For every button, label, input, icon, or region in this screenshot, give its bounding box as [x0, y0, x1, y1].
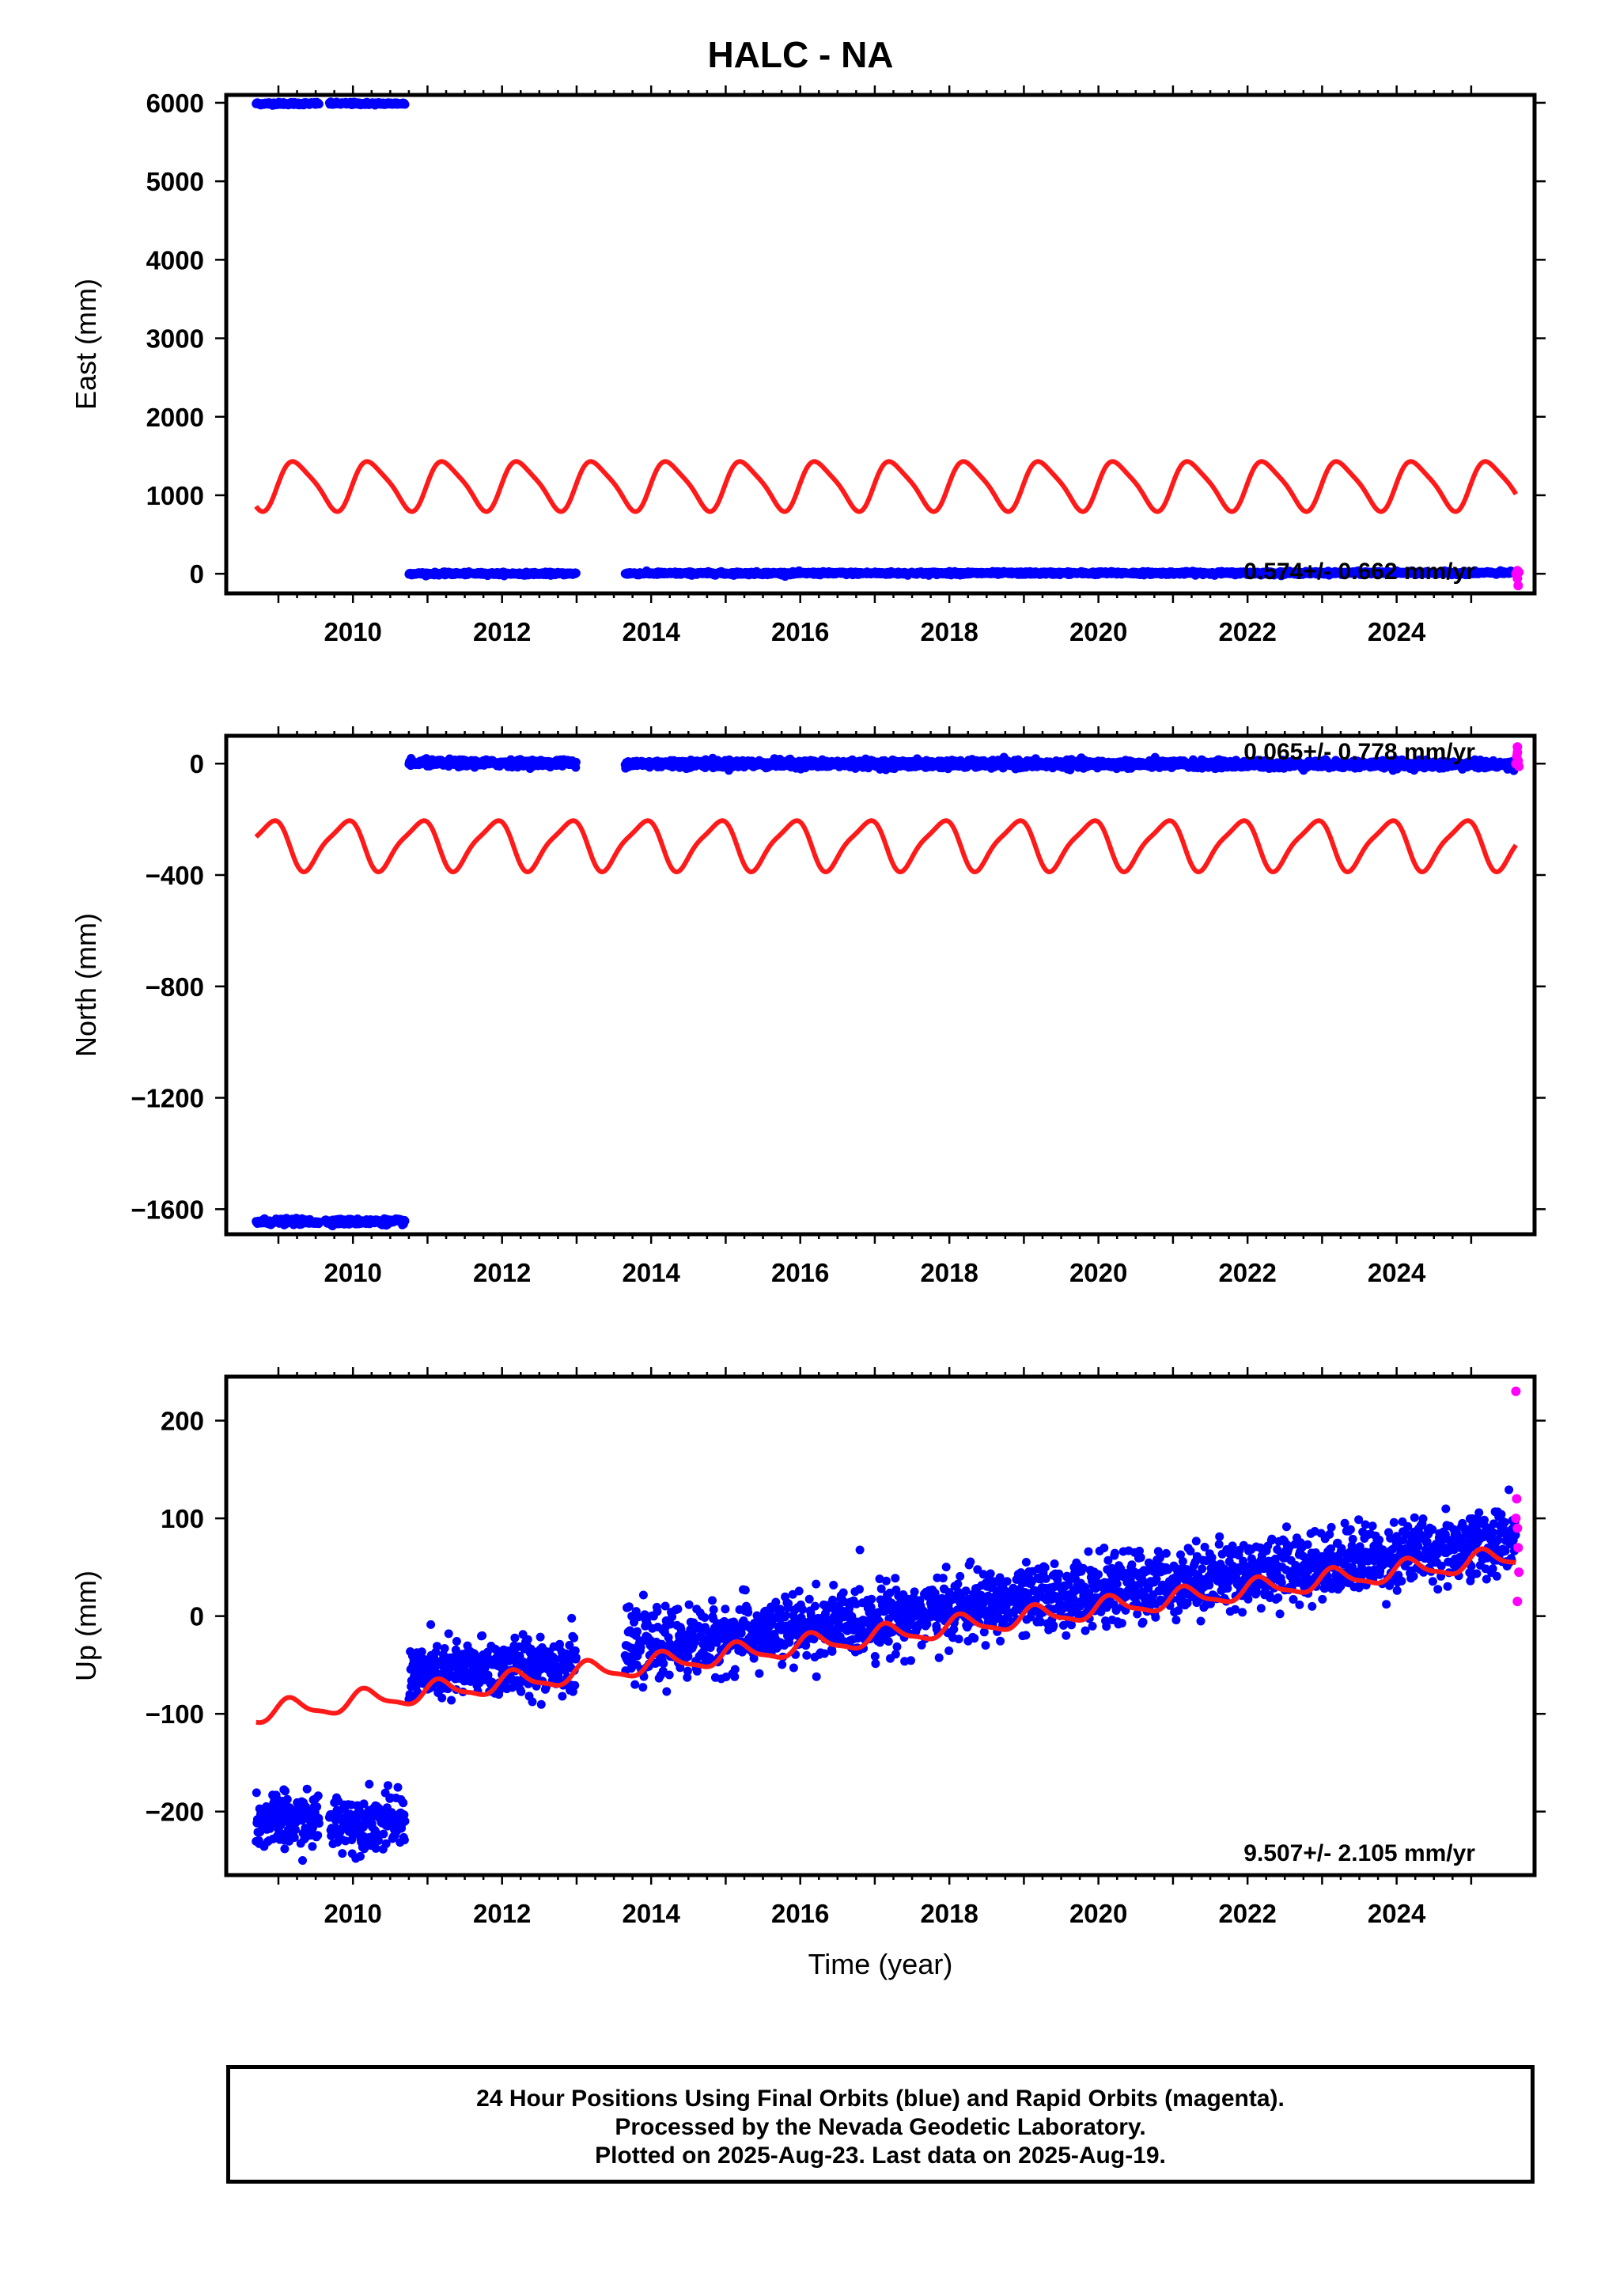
y-axis-label: East (mm) [70, 278, 102, 410]
y-tick-label: 6000 [146, 89, 204, 118]
y-axis: 0 1000 2000 3000 4000 5000 6000 [146, 89, 1546, 589]
final-orbit-points [252, 752, 1520, 1230]
x-axis: 2010 2012 2014 2016 2018 2020 2022 2024 [277, 85, 1473, 646]
x-tick-label: 2010 [324, 617, 382, 646]
final-point [314, 100, 324, 108]
x-tick-label: 2012 [473, 617, 531, 646]
rapid-point [1513, 581, 1523, 591]
x-tick-label: 2016 [771, 617, 829, 646]
final-point [400, 100, 410, 109]
north-panel: 2010 2012 2014 2016 2018 2020 2022 20240−400−80… [70, 726, 1546, 1287]
x-tick-label: 2022 [1218, 617, 1276, 646]
plot-frame [224, 93, 1537, 596]
final-point [571, 568, 581, 578]
y-tick-label: 1000 [146, 481, 204, 510]
y-tick-label: 2000 [146, 403, 204, 432]
velocity-annotation: 0.574+/- 0.662 mm/yr [1243, 559, 1475, 585]
final-orbit-points [252, 97, 1520, 582]
y-tick-label: 5000 [146, 167, 204, 196]
final-point [571, 757, 581, 767]
x-tick-label: 2018 [920, 617, 978, 646]
plot-area [252, 742, 1524, 1230]
y-tick-label: 4000 [146, 245, 204, 275]
x-tick-label: 2020 [1069, 617, 1127, 646]
final-point [400, 1216, 410, 1226]
plot-area [252, 97, 1524, 591]
rapid-orbit-points [1511, 566, 1524, 591]
y-tick-label: 3000 [146, 324, 204, 354]
x-tick-label: 2014 [622, 617, 680, 646]
chart-title: HALC - NA [707, 34, 894, 75]
rapid-point [1512, 566, 1523, 576]
y-tick-label: 0 [190, 559, 204, 589]
x-tick-label: 2024 [1368, 617, 1426, 646]
model-curve [254, 459, 1519, 514]
east-panel: 2010 2012 2014 2016 2018 2020 2022 2024 0 1000 200… [70, 85, 1546, 646]
